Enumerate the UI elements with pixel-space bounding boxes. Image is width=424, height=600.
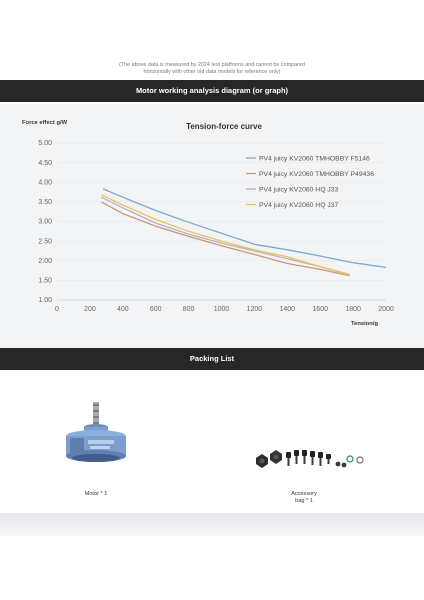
- y-tick-label: 5.00: [38, 140, 52, 147]
- measurement-note-line2: horizontally with other old data models …: [143, 69, 281, 75]
- x-tick-label: 2000: [378, 306, 394, 313]
- packing-list-panel: Motor * 1 Accessory bag * 1: [0, 370, 424, 520]
- motor-caption: Motor * 1: [84, 491, 108, 497]
- y-tick-label: 2.00: [38, 258, 52, 265]
- footer-band: [0, 513, 424, 536]
- x-axis-label: Tension/g: [351, 321, 378, 327]
- accessory-caption-line2: bag * 1: [295, 498, 313, 504]
- section-header-packing: Packing List: [0, 348, 424, 370]
- accessory-bag-image: [256, 450, 364, 468]
- x-tick-label: 600: [150, 306, 162, 313]
- legend-label: PV4 juicy KV2060 HQ J33: [259, 187, 339, 194]
- chart-title: Tension-force curve: [186, 122, 262, 131]
- measurement-note: (The above data is measured by 2024 test…: [0, 62, 424, 76]
- x-tick-label: 1200: [247, 306, 263, 313]
- y-tick-label: 1.00: [38, 297, 52, 304]
- series-line-4: [101, 194, 350, 276]
- series-line-2: [101, 201, 350, 277]
- x-tick-label: 1800: [345, 306, 361, 313]
- chart-panel: [0, 104, 424, 350]
- accessory-caption-line1: Accessory: [291, 491, 317, 497]
- y-tick-label: 4.50: [38, 160, 52, 167]
- legend-label: PV4 juicy KV2060 TMHOBBY P49436: [259, 171, 374, 178]
- legend-label: PV4 juicy KV2060 TMHOBBY F5146: [259, 156, 370, 163]
- x-tick-label: 400: [117, 306, 129, 313]
- y-axis-label: Force effect g/W: [22, 120, 68, 126]
- x-tick-label: 800: [183, 306, 195, 313]
- y-tick-label: 3.50: [38, 199, 52, 206]
- section-header-analysis: Motor working analysis diagram (or graph…: [0, 80, 424, 102]
- x-tick-label: 1400: [280, 306, 296, 313]
- x-tick-label: 0: [55, 306, 59, 313]
- y-tick-label: 3.00: [38, 219, 52, 226]
- measurement-note-line1: (The above data is measured by 2024 test…: [119, 62, 305, 68]
- accessory-caption: Accessory bag * 1: [274, 491, 334, 505]
- x-tick-label: 1600: [312, 306, 328, 313]
- y-tick-label: 4.00: [38, 179, 52, 186]
- packing-illustrations: [66, 402, 364, 468]
- motor-image: [66, 402, 126, 462]
- x-tick-label: 200: [84, 306, 96, 313]
- y-tick-label: 2.50: [38, 238, 52, 245]
- series-line-1: [102, 188, 387, 269]
- tension-force-chart: 1.00 1.50 2.00 2.50 3.00 3.50 4.00 4.50 5.00 0 200…: [22, 120, 394, 327]
- legend-label: PV4 juicy KV2060 HQ J37: [259, 202, 339, 209]
- y-tick-label: 1.50: [38, 278, 52, 285]
- x-tick-label: 1000: [214, 306, 230, 313]
